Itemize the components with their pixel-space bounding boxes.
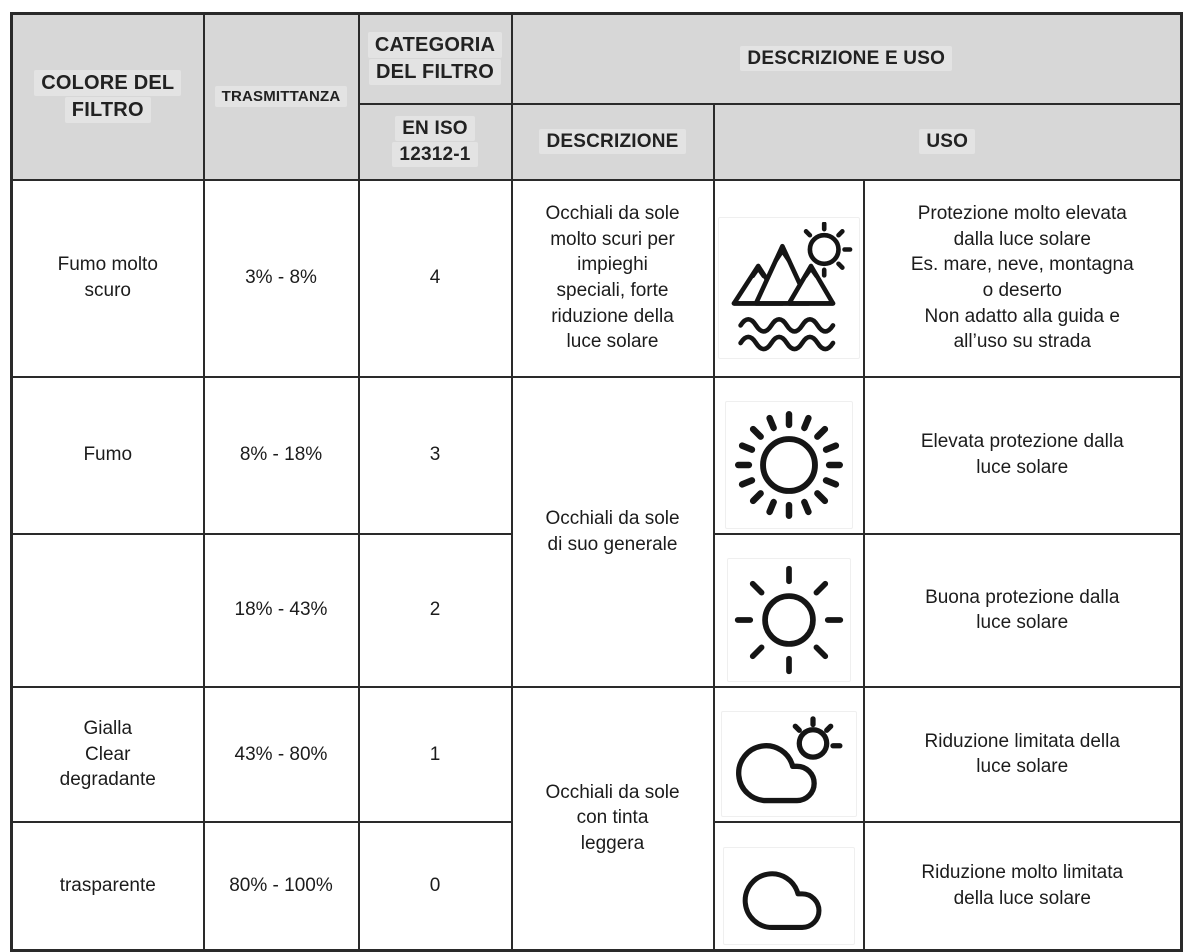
cell-trasmittanza-3-8: 3% - 8% xyxy=(202,178,360,378)
cell-icon-cat1 xyxy=(712,685,865,824)
cell-colore-empty xyxy=(10,532,205,688)
header-trasmittanza-label: TRASMITTANZA xyxy=(214,85,348,107)
sun-icon xyxy=(726,558,851,683)
header-colore-del-filtro-label: COLORE DEL FILTRO xyxy=(34,69,182,123)
bright-sun-icon xyxy=(724,401,853,530)
table-row: Fumo molto scuro 3% - 8% 4 Occhiali da s… xyxy=(10,178,1183,378)
header-uso-label: USO xyxy=(919,128,976,154)
cell-trasmittanza-8-18: 8% - 18% xyxy=(202,375,360,535)
cell-uso-cat3: Elevata protezione dalla luce solare xyxy=(862,375,1183,535)
cell-trasmittanza-80-100: 80% - 100% xyxy=(202,821,360,952)
header-uso: USO xyxy=(712,102,1183,181)
header-categoria-del-filtro: CATEGORIA DEL FILTRO xyxy=(357,12,513,105)
cell-colore-gialla-clear-degradante: Gialla Clear degradante xyxy=(10,685,205,824)
cell-trasmittanza-43-80: 43% - 80% xyxy=(202,685,360,824)
header-colore-del-filtro: COLORE DEL FILTRO xyxy=(10,12,205,181)
header-row-1: COLORE DEL FILTRO TRASMITTANZA CATEGORIA… xyxy=(10,12,1183,181)
cell-colore-fumo: Fumo xyxy=(10,375,205,535)
header-en-iso-label: EN ISO 12312-1 xyxy=(392,115,478,167)
header-descrizione-label: DESCRIZIONE xyxy=(539,128,686,154)
header-descrizione-e-uso-label: DESCRIZIONE E USO xyxy=(740,45,953,71)
cell-icon-cat3 xyxy=(712,375,865,535)
cell-colore-trasparente: trasparente xyxy=(10,821,205,952)
cell-colore-fumo-molto-scuro: Fumo molto scuro xyxy=(10,178,205,378)
table-row: 18% - 43% 2 xyxy=(10,532,1183,688)
cell-uso-cat2: Buona protezione dalla luce solare xyxy=(862,532,1183,688)
filter-category-table-wrap: COLORE DEL FILTRO TRASMITTANZA CATEGORIA… xyxy=(10,12,1183,952)
mountains-sun-waves-icon xyxy=(717,217,860,359)
cell-uso-cat1: Riduzione limitata della luce solare xyxy=(862,685,1183,824)
sun-behind-cloud-icon xyxy=(720,711,857,818)
cell-categoria-3: 3 xyxy=(357,375,513,535)
cell-descrizione-tinta-leggera: Occhiali da sole con tinta leggera xyxy=(510,685,715,952)
cloud-icon xyxy=(722,846,855,945)
header-trasmittanza: TRASMITTANZA xyxy=(202,12,360,181)
cell-categoria-2: 2 xyxy=(357,532,513,688)
header-row-2: EN ISO 12312-1 DESCRIZIONE USO xyxy=(12,102,1183,181)
table-row: Gialla Clear degradante 43% - 80% 1 Occh… xyxy=(10,685,1183,952)
cell-uso-cat4: Protezione molto elevata dalla luce sola… xyxy=(862,178,1183,378)
cell-icon-cat2 xyxy=(712,532,865,688)
cell-uso-cat0: Riduzione molto limitata della luce sola… xyxy=(862,821,1183,952)
cell-categoria-0: 0 xyxy=(357,821,513,952)
cell-categoria-1: 1 xyxy=(357,685,513,824)
cell-descrizione-uso-generale: Occhiali da sole di suo generale xyxy=(510,375,715,688)
header-descrizione: DESCRIZIONE xyxy=(510,102,715,181)
cell-trasmittanza-18-43: 18% - 43% xyxy=(202,532,360,688)
filter-category-table: COLORE DEL FILTRO TRASMITTANZA CATEGORIA… xyxy=(10,12,1183,952)
header-categoria-del-filtro-label: CATEGORIA DEL FILTRO xyxy=(367,31,503,85)
header-descrizione-e-uso: DESCRIZIONE E USO xyxy=(510,12,1183,105)
cell-icon-cat0 xyxy=(712,821,865,952)
table-row: Fumo 8% - 18% 3 Occhiali da sole di suo … xyxy=(10,375,1183,688)
cell-categoria-4: 4 xyxy=(357,178,513,378)
cell-icon-cat4 xyxy=(712,178,865,378)
header-en-iso: EN ISO 12312-1 xyxy=(357,102,513,181)
cell-descrizione-cat4: Occhiali da sole molto scuri per impiegh… xyxy=(510,178,715,378)
